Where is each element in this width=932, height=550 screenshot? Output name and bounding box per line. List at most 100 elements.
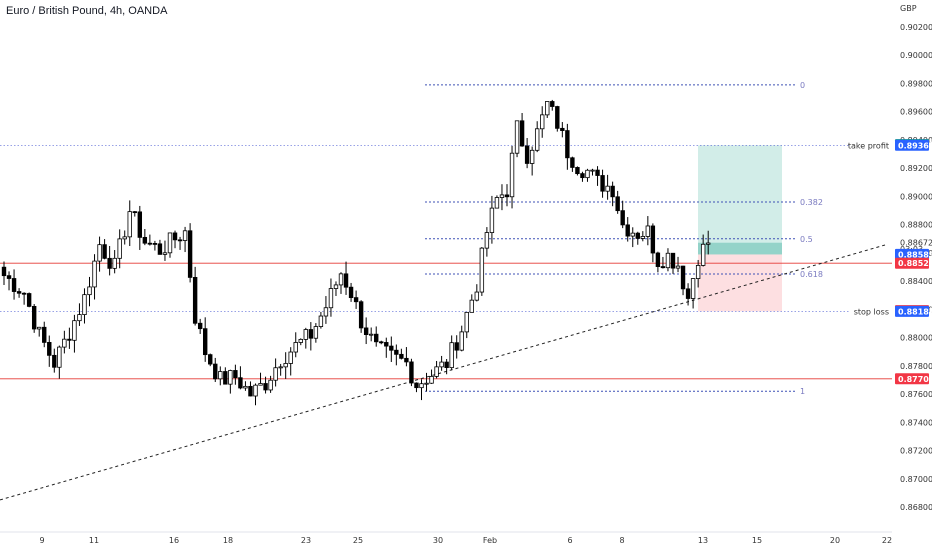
candle-body <box>172 232 178 241</box>
candle-body <box>665 252 671 269</box>
candle-body <box>137 211 143 238</box>
candle-body <box>77 314 82 322</box>
candle-body <box>72 320 77 341</box>
fib-level-label: 0.5 <box>800 235 813 244</box>
candle-body <box>348 286 354 299</box>
candle-body <box>1 266 7 277</box>
candle-body <box>600 175 605 192</box>
candle-body <box>122 236 127 240</box>
price-tag: 0.87708 <box>898 375 932 384</box>
x-tick-label: 8 <box>619 536 624 545</box>
candle-body <box>263 383 268 391</box>
y-tick-label: 0.87400 <box>900 418 932 427</box>
candle-body <box>233 370 238 379</box>
x-tick-label: 25 <box>353 536 363 545</box>
candle-body <box>157 243 163 255</box>
open-profit-zone <box>698 242 782 255</box>
candle-body <box>449 342 454 369</box>
candle-body <box>524 145 530 164</box>
candle-body <box>429 375 434 384</box>
candle-body <box>534 128 540 151</box>
candle-body <box>650 225 656 254</box>
price-tag-bg <box>895 257 929 269</box>
y-tick-label: 0.89800 <box>900 79 932 88</box>
candle-body <box>560 127 565 131</box>
price-tag-bg <box>895 248 929 260</box>
candle-body <box>162 252 168 255</box>
candle-body <box>675 265 681 269</box>
candle-body <box>16 291 22 294</box>
candle-body <box>545 101 550 116</box>
y-tick-label: 0.87600 <box>900 390 932 399</box>
candle-body <box>223 371 228 385</box>
candle-body <box>585 169 590 179</box>
candle-body <box>706 242 711 245</box>
y-tick-label: 0.89000 <box>900 192 932 201</box>
candle-body <box>107 257 112 269</box>
candle-body <box>484 232 490 249</box>
x-tick-label: 9 <box>39 536 44 545</box>
fib-level-label: 0.618 <box>800 270 823 279</box>
candle-body <box>620 210 625 226</box>
candle-body <box>363 327 369 335</box>
fib-level-label: 0.382 <box>800 198 823 207</box>
candle-body <box>379 341 384 344</box>
y-tick-label: 0.86800 <box>900 503 932 512</box>
candle-body <box>570 157 575 168</box>
candle-body <box>358 301 364 329</box>
candle-body <box>313 326 319 339</box>
candle-body <box>147 242 153 245</box>
candle-body <box>87 286 92 296</box>
x-tick-label: 23 <box>301 536 311 545</box>
candle-body <box>197 322 203 330</box>
fib-level-label: 1 <box>800 387 805 396</box>
candle-body <box>192 277 198 324</box>
stop-loss-label: stop loss <box>854 307 889 316</box>
candle-body <box>6 275 12 279</box>
candle-body <box>590 169 595 172</box>
candle-body <box>213 363 218 380</box>
candle-body <box>444 361 449 369</box>
candle-body <box>690 278 696 299</box>
price-tag: 0.88589 <box>898 250 932 259</box>
candle-body <box>660 266 666 269</box>
candle-body <box>293 342 298 353</box>
candle-body <box>610 185 615 198</box>
candle-body <box>117 238 122 259</box>
y-tick-label: 0.87800 <box>900 362 932 371</box>
price-tag-bg <box>895 373 929 385</box>
candle-body <box>258 383 263 386</box>
candle-body <box>97 244 102 262</box>
candle-body <box>182 230 188 241</box>
candle-body <box>409 361 414 384</box>
take-profit-label: take profit <box>848 141 889 150</box>
candle-body <box>399 353 404 359</box>
x-tick-label: 6 <box>567 536 572 545</box>
price-tag: 0.88527 <box>898 259 932 268</box>
candle-body <box>187 230 193 278</box>
candle-body <box>167 232 173 254</box>
candle-body <box>82 294 87 315</box>
candle-body <box>555 106 560 129</box>
candle-body <box>695 265 701 279</box>
price-tag: 0.88186 <box>898 307 932 316</box>
candle-body <box>630 232 635 237</box>
candle-body <box>248 385 253 397</box>
candle-body <box>635 232 640 239</box>
x-tick-label: 13 <box>698 536 708 545</box>
candle-body <box>132 211 137 214</box>
candle-body <box>499 194 505 198</box>
candle-body <box>238 377 243 389</box>
x-tick-label: 11 <box>89 536 99 545</box>
candle-body <box>37 326 42 330</box>
candle-body <box>323 307 329 317</box>
stop-loss-zone <box>698 254 782 312</box>
candle-body <box>605 185 610 192</box>
candle-body <box>57 346 62 368</box>
y-tick-label: 0.88400 <box>900 277 932 286</box>
candle-body <box>52 354 57 368</box>
candle-body <box>464 311 469 333</box>
candle-body <box>268 379 273 391</box>
price-tag: 0.88672 <box>900 239 932 248</box>
